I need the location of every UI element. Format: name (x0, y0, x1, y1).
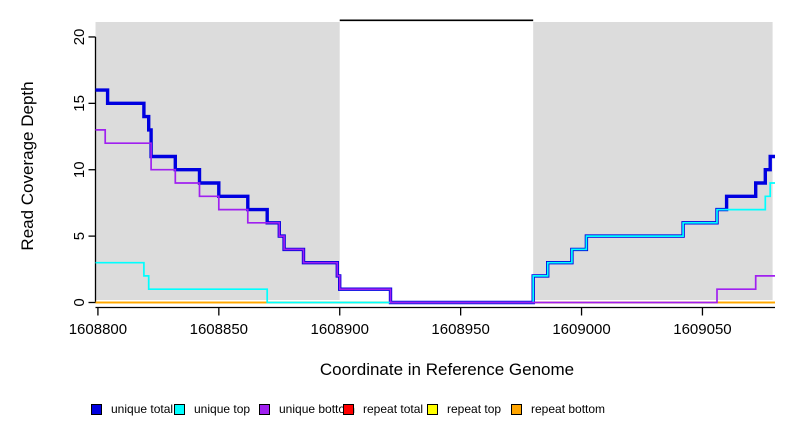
x-tick-label: 1609050 (673, 321, 731, 338)
x-tick-label: 1609000 (552, 321, 610, 338)
legend-label-repeat-total: repeat total (363, 402, 424, 416)
legend-label-unique-bottom: unique bottom (279, 402, 356, 416)
legend-swatch-unique-total (91, 403, 102, 415)
series-unique-bottom (95, 129, 775, 304)
legend-item-unique-bottom: unique bottom (259, 401, 355, 417)
shaded-region (533, 22, 773, 300)
legend-swatch-unique-bottom (259, 403, 270, 415)
legend-item-repeat-total: repeat total (343, 401, 423, 417)
y-tick-label: 15 (71, 95, 88, 112)
legend-item-repeat-top: repeat top (427, 401, 501, 417)
x-tick-label: 1608900 (311, 321, 369, 338)
legend-item-unique-total: unique total (91, 401, 173, 417)
y-tick-label: 5 (71, 232, 88, 240)
legend-swatch-repeat-bottom (511, 403, 522, 415)
legend-label-unique-top: unique top (194, 402, 251, 416)
series-unique-top (95, 182, 775, 304)
plot-layers: 1608800 1608850 1608900 1608950 1609000 16090… (69, 19, 775, 338)
legend-swatch-unique-top (174, 403, 185, 415)
y-tick-label: 10 (71, 161, 88, 178)
coverage-plot: 1608800 1608850 1608900 1608950 1609000 16090… (18, 19, 775, 379)
legend-swatch-repeat-total (343, 403, 354, 415)
x-tick-label: 1608800 (69, 321, 127, 338)
x-tick-label: 1608850 (190, 321, 248, 338)
legend-label-repeat-bottom: repeat bottom (531, 402, 606, 416)
legend-label-repeat-top: repeat top (447, 402, 502, 416)
legend-swatch-repeat-top (427, 403, 438, 415)
y-axis-title: Read Coverage Depth (18, 81, 37, 250)
legend-item-unique-top: unique top (174, 401, 250, 417)
y-tick-label: 0 (71, 298, 88, 306)
legend-label-unique-total: unique total (111, 402, 174, 416)
shaded-region (95, 22, 340, 300)
legend-item-repeat-bottom: repeat bottom (511, 401, 605, 417)
x-tick-label: 1608950 (431, 321, 489, 338)
chart-legend: unique total unique top unique bottom repea… (0, 401, 792, 425)
x-axis-title: Coordinate in Reference Genome (320, 360, 574, 379)
y-tick-label: 20 (71, 29, 88, 46)
